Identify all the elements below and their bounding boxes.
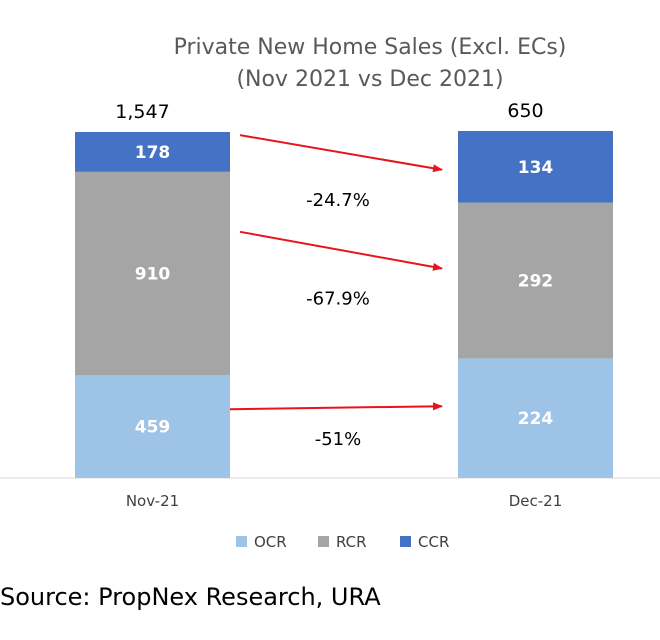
chart-subtitle: (Nov 2021 vs Dec 2021) xyxy=(236,67,503,92)
change-arrow-ccr xyxy=(239,134,443,173)
data-label-rcr-dec-21: 292 xyxy=(518,271,554,291)
change-arrow-rcr xyxy=(239,230,443,271)
bar-segment-ccr-nov-21 xyxy=(75,132,230,172)
stacked-bar-chart: Private New Home Sales (Excl. ECs) (Nov … xyxy=(0,35,660,551)
legend-label-ccr: CCR xyxy=(418,533,449,551)
bar-total-nov-21: 1,547 xyxy=(115,101,169,123)
bar-total-dec-21: 650 xyxy=(507,100,543,122)
data-label-rcr-nov-21: 910 xyxy=(135,265,171,285)
bar-segment-ccr-dec-21 xyxy=(458,131,613,203)
legend-swatch-ccr xyxy=(400,536,411,547)
data-label-ocr-nov-21: 459 xyxy=(135,418,171,438)
bars-group: 459 910 178 1,547 Nov-21 224 292 134 650 Dec-21 xyxy=(75,100,613,510)
legend-label-ocr: OCR xyxy=(254,533,287,551)
legend-label-rcr: RCR xyxy=(336,533,367,551)
source-note: Source: PropNex Research, URA xyxy=(0,583,381,611)
change-arrows-group: -51% -67.9% -24.7% xyxy=(229,134,443,450)
bar-segment-rcr-nov-21 xyxy=(75,171,230,376)
data-label-ccr-nov-21: 178 xyxy=(135,143,171,163)
change-label-ocr: -51% xyxy=(315,429,362,450)
bar-segment-ocr-nov-21 xyxy=(75,375,230,478)
change-arrow-ocr xyxy=(229,402,443,411)
change-label-ccr: -24.7% xyxy=(306,190,370,211)
change-label-rcr: -67.9% xyxy=(306,288,370,309)
bar-segment-rcr-dec-21 xyxy=(458,202,613,359)
legend-swatch-ocr xyxy=(236,536,247,547)
legend-swatch-rcr xyxy=(318,536,329,547)
x-tick-nov-21: Nov-21 xyxy=(126,492,179,510)
chart-title: Private New Home Sales (Excl. ECs) xyxy=(174,35,567,60)
data-label-ocr-dec-21: 224 xyxy=(518,409,554,429)
bar-segment-ocr-dec-21 xyxy=(458,358,613,478)
x-tick-dec-21: Dec-21 xyxy=(509,492,563,510)
data-label-ccr-dec-21: 134 xyxy=(518,158,554,178)
legend: OCR RCR CCR xyxy=(236,533,449,551)
